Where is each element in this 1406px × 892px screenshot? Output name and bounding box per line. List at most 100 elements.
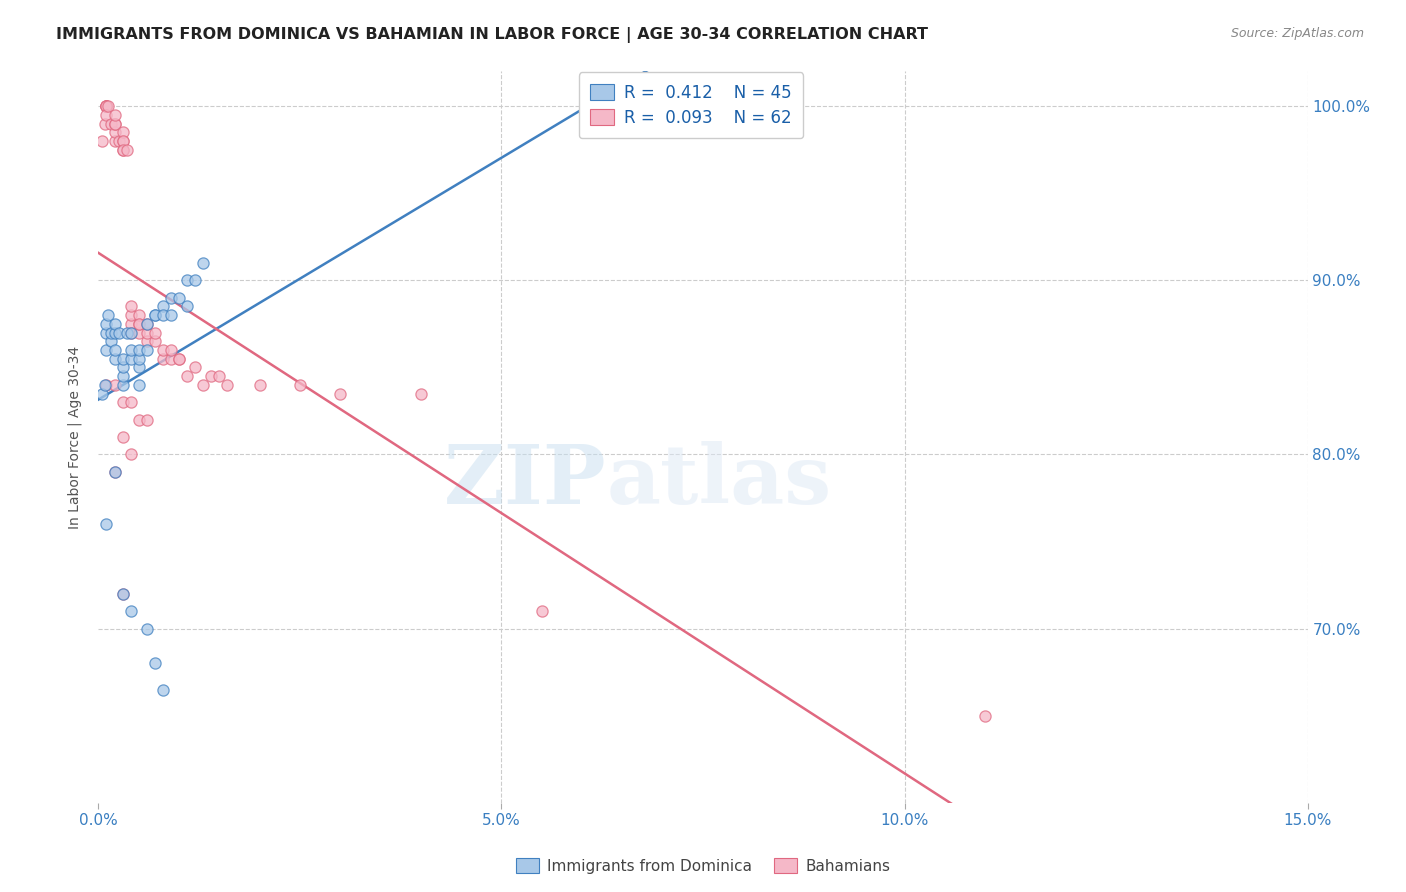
Point (208, 369, 231, 384)
Point (100, 117, 122, 131)
Point (143, 657, 166, 671)
Point (115, 326, 138, 340)
Point (111, 587, 134, 601)
Point (97, 308, 120, 322)
Point (128, 412, 150, 426)
Point (530, 604, 553, 618)
Point (135, 622, 157, 636)
Point (249, 377, 271, 392)
Point (111, 430, 134, 444)
Point (120, 300, 142, 314)
Point (135, 317, 157, 331)
Point (103, 465, 125, 479)
Point (152, 300, 174, 314)
Point (120, 326, 142, 340)
Point (111, 377, 134, 392)
Point (120, 604, 142, 618)
Point (409, 386, 432, 401)
Point (103, 134, 125, 148)
Point (135, 317, 157, 331)
Point (103, 465, 125, 479)
Point (111, 351, 134, 366)
Y-axis label: In Labor Force | Age 30-34: In Labor Force | Age 30-34 (67, 345, 83, 529)
Point (160, 291, 183, 305)
Point (96, 377, 118, 392)
Point (103, 343, 125, 357)
Point (128, 326, 150, 340)
Point (111, 134, 134, 148)
Legend: R =  0.412    N = 45, R =  0.093    N = 62: R = 0.412 N = 45, R = 0.093 N = 62 (579, 72, 803, 138)
Point (128, 351, 150, 366)
Text: Source: ZipAtlas.com: Source: ZipAtlas.com (1230, 27, 1364, 40)
Point (96, 317, 118, 331)
Point (152, 351, 174, 366)
Point (120, 351, 142, 366)
Point (120, 308, 142, 322)
Point (111, 587, 134, 601)
Point (135, 412, 157, 426)
Point (103, 326, 125, 340)
Point (167, 351, 190, 366)
Point (103, 125, 125, 139)
Point (974, 708, 997, 723)
Point (111, 395, 134, 409)
Point (96, 108, 118, 122)
Point (143, 326, 166, 340)
Point (128, 377, 150, 392)
Text: atlas: atlas (606, 441, 831, 521)
Point (152, 308, 174, 322)
Text: IMMIGRANTS FROM DOMINICA VS BAHAMIAN IN LABOR FORCE | AGE 30-34 CORRELATION CHAR: IMMIGRANTS FROM DOMINICA VS BAHAMIAN IN … (56, 27, 928, 43)
Legend: Immigrants from Dominica, Bahamians: Immigrants from Dominica, Bahamians (510, 852, 896, 880)
Point (143, 308, 166, 322)
Point (135, 326, 157, 340)
Point (115, 143, 138, 157)
Point (152, 343, 174, 357)
Point (176, 273, 198, 287)
Point (96, 99, 118, 113)
Point (91, 386, 114, 401)
Text: ZIP: ZIP (444, 441, 606, 521)
Point (111, 125, 134, 139)
Point (135, 343, 157, 357)
Point (94, 377, 117, 392)
Point (96, 99, 118, 113)
Point (100, 326, 122, 340)
Point (103, 108, 125, 122)
Point (103, 351, 125, 366)
Point (111, 369, 134, 384)
Point (91, 134, 114, 148)
Point (120, 395, 142, 409)
Point (107, 134, 129, 148)
Point (120, 343, 142, 357)
Point (160, 351, 183, 366)
Point (107, 326, 129, 340)
Point (160, 308, 183, 322)
Point (128, 343, 150, 357)
Point (200, 369, 222, 384)
Point (103, 317, 125, 331)
Point (184, 360, 207, 375)
Point (120, 326, 142, 340)
Point (111, 134, 134, 148)
Point (111, 143, 134, 157)
Point (120, 317, 142, 331)
Point (217, 377, 239, 392)
Point (128, 360, 150, 375)
Point (120, 448, 142, 462)
Point (96, 343, 118, 357)
Point (96, 326, 118, 340)
Point (97, 99, 120, 113)
Point (96, 517, 118, 532)
Point (167, 351, 190, 366)
Point (103, 117, 125, 131)
Point (288, 377, 311, 392)
Point (103, 377, 125, 392)
Point (103, 117, 125, 131)
Point (152, 682, 174, 697)
Point (111, 360, 134, 375)
Point (111, 143, 134, 157)
Point (160, 343, 183, 357)
Point (128, 308, 150, 322)
Point (193, 377, 215, 392)
Point (128, 317, 150, 331)
